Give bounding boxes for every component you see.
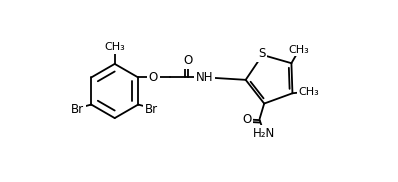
Text: CH₃: CH₃ <box>104 42 125 52</box>
Text: Br: Br <box>71 103 84 116</box>
Text: CH₃: CH₃ <box>298 87 319 97</box>
Text: O: O <box>148 71 158 84</box>
Text: Br: Br <box>145 103 158 116</box>
Text: NH: NH <box>196 71 213 84</box>
Text: CH₃: CH₃ <box>289 45 309 55</box>
Text: O: O <box>242 113 252 126</box>
Text: S: S <box>258 47 265 60</box>
Text: H₂N: H₂N <box>253 127 275 140</box>
Text: O: O <box>183 54 193 67</box>
